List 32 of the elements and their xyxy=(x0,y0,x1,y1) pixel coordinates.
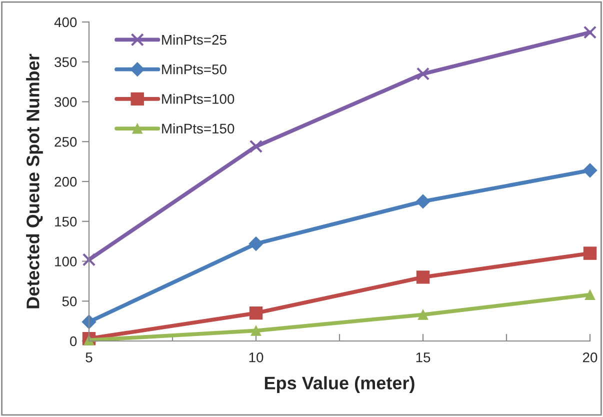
point xyxy=(583,246,597,260)
y-tick-label: 400 xyxy=(54,17,77,28)
y-tick-label: 100 xyxy=(55,256,77,266)
point xyxy=(418,309,428,320)
point xyxy=(582,163,598,178)
x-tick-label: 20 xyxy=(582,352,598,362)
y-tick-label: 150 xyxy=(55,216,77,227)
point xyxy=(416,270,430,284)
x-tick-label: 15 xyxy=(416,352,430,362)
legend-label: MinPts=100 xyxy=(162,94,234,104)
legend-label: MinPts=50 xyxy=(162,64,226,74)
y-tick-label: 250 xyxy=(54,136,77,147)
x-tick-label: 10 xyxy=(249,352,264,362)
point xyxy=(416,67,430,80)
point xyxy=(82,253,96,266)
point xyxy=(250,325,262,336)
y-axis-title: Detected Queue Spot Number xyxy=(26,54,43,308)
point xyxy=(416,194,430,209)
x-axis-title: Eps Value (meter) xyxy=(264,376,414,393)
y-tick-label: 0 xyxy=(70,336,77,346)
point xyxy=(249,306,263,320)
y-tick-label: 200 xyxy=(54,176,77,187)
point xyxy=(583,26,597,39)
y-tick-label: 50 xyxy=(62,296,77,306)
point xyxy=(584,290,596,300)
y-tick-label: 350 xyxy=(54,57,77,68)
point xyxy=(248,236,264,251)
legend-label: MinPts=25 xyxy=(162,34,226,45)
point xyxy=(249,140,263,154)
legend-label: MinPts=150 xyxy=(162,123,234,134)
y-tick-label: 300 xyxy=(54,97,77,107)
x-tick-label: 5 xyxy=(86,352,92,362)
